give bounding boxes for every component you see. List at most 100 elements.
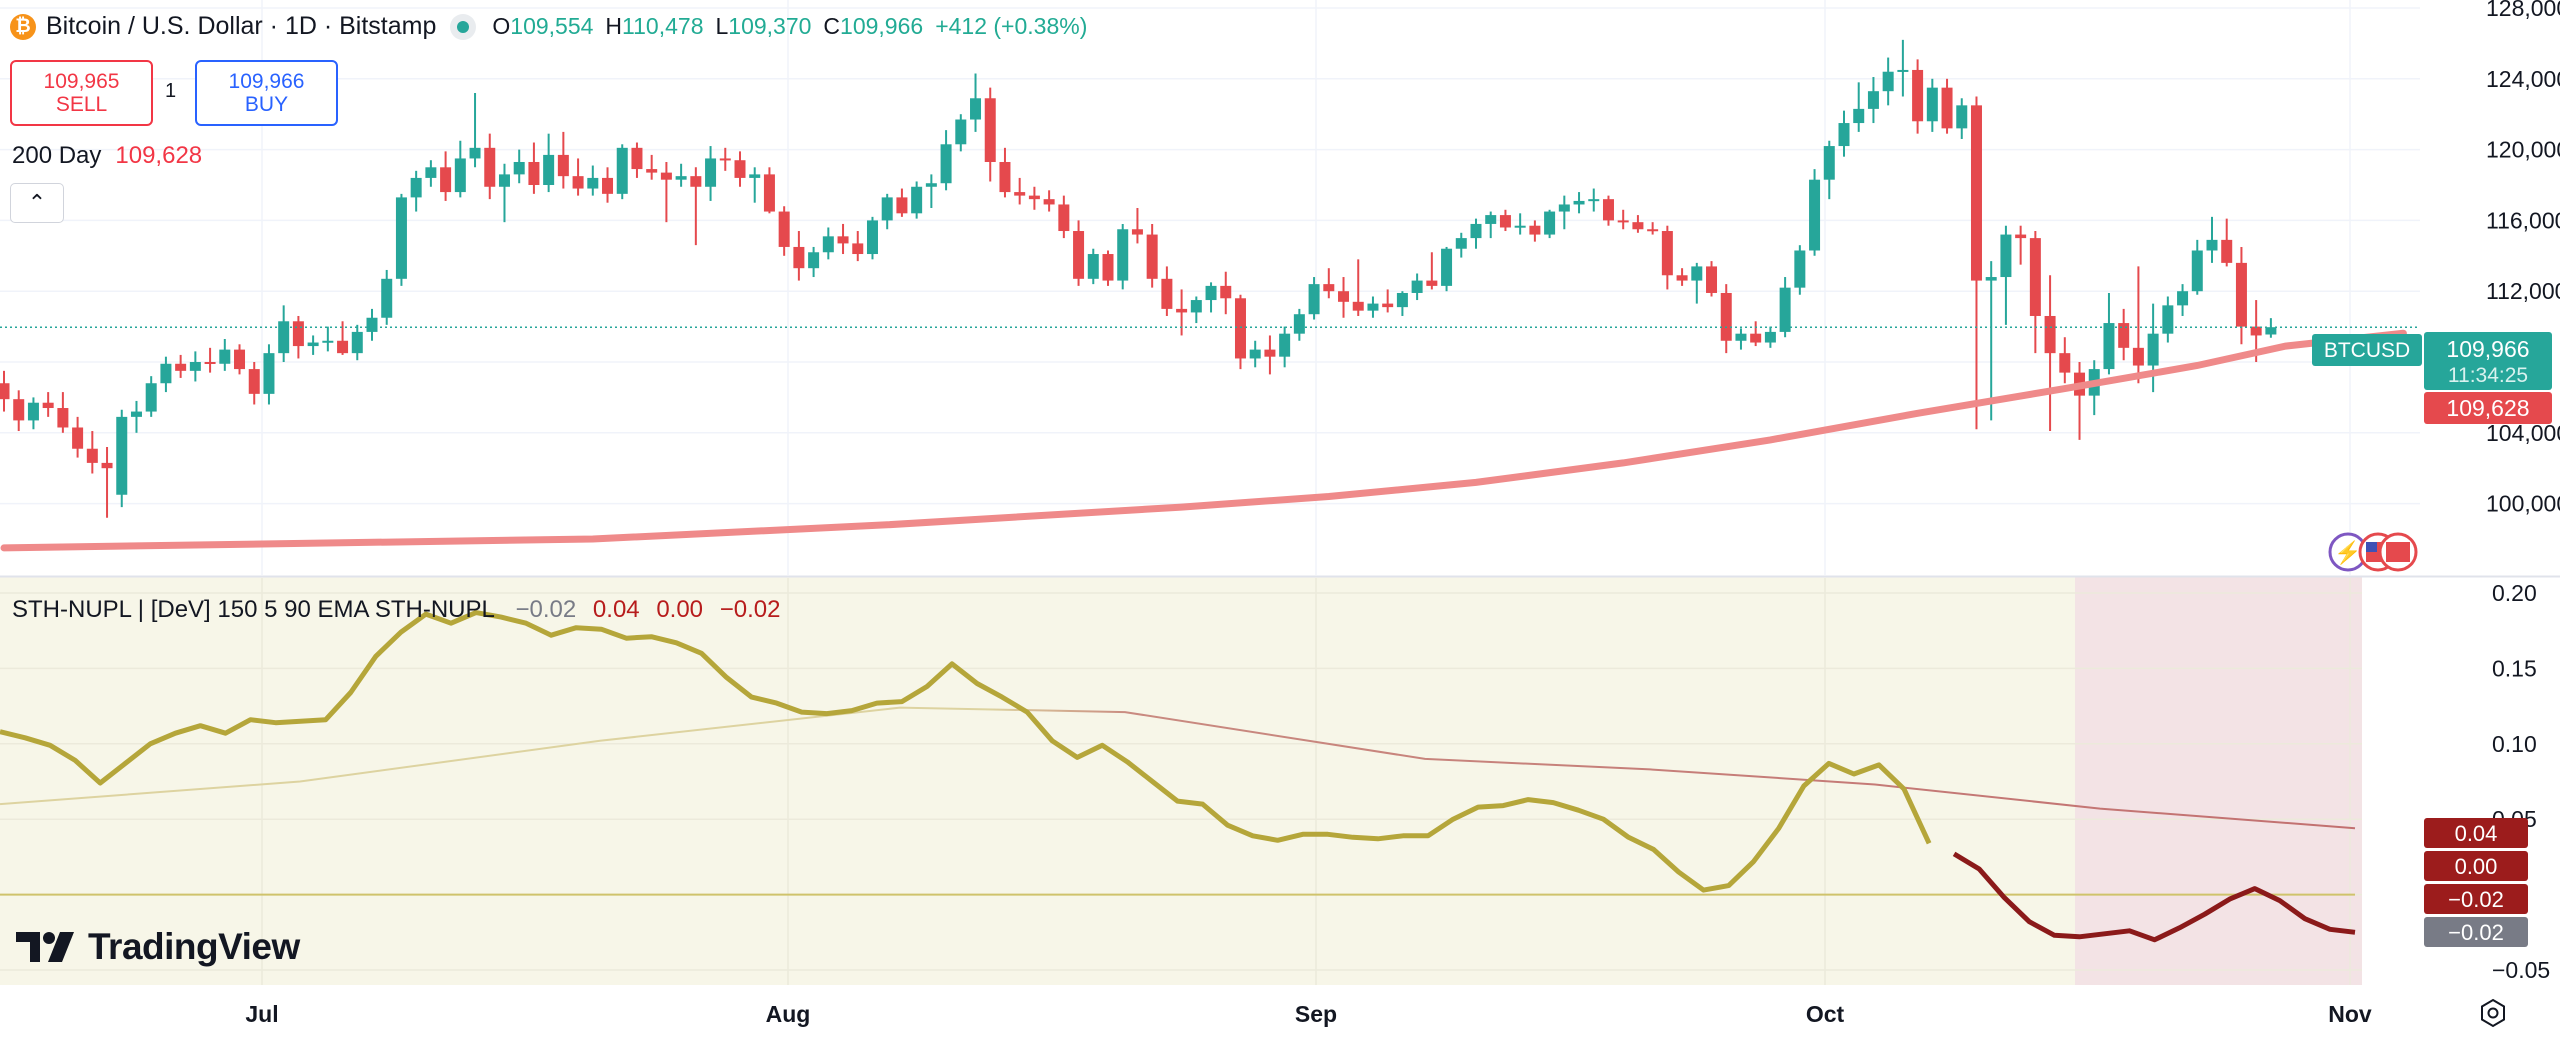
candle-body — [1367, 303, 1379, 311]
indicator-panel-background — [0, 577, 2362, 985]
candle-body — [572, 176, 584, 189]
candle-body — [337, 340, 349, 354]
chart-settings-icon[interactable] — [2478, 998, 2508, 1028]
sell-button[interactable]: 109,965 SELL — [10, 60, 153, 126]
candle-body — [366, 317, 378, 332]
change-value: +412 (+0.38%) — [935, 13, 1088, 39]
candle-body — [160, 363, 172, 384]
tradingview-logo-text: TradingView — [88, 926, 300, 967]
candle-body — [1867, 91, 1879, 109]
indicator-negative-zone — [2075, 577, 2362, 985]
indicator-legend[interactable]: STH-NUPL | [DeV] 150 5 90 EMA STH-NUPL −… — [12, 596, 790, 624]
candle-body — [1544, 211, 1556, 235]
indicator-value-2: 0.04 — [592, 596, 640, 623]
candle-body — [307, 342, 319, 347]
candle-body — [86, 448, 98, 463]
buy-button[interactable]: 109,966 BUY — [195, 60, 338, 126]
candle-body — [1131, 229, 1143, 235]
candle-body — [646, 169, 658, 173]
candle-body — [1529, 225, 1541, 235]
candle-body — [2132, 347, 2144, 366]
order-quantity[interactable]: 1 — [165, 80, 177, 102]
candle-body — [2265, 327, 2277, 335]
candle-body — [557, 154, 569, 177]
ma-price-badge — [2424, 392, 2552, 424]
price-axis[interactable]: 128,000 124,000 120,000 116,000 112,000 104,0… — [2312, 0, 2560, 517]
candle-body — [1382, 303, 1394, 308]
chevron-up-icon: ⌃ — [27, 190, 47, 215]
symbol-legend[interactable]: ₿ Bitcoin / U.S. Dollar · 1D · Bitstamp … — [10, 12, 1087, 41]
candle-body — [1043, 199, 1055, 205]
candle-body — [1764, 331, 1776, 343]
us-flag-icon-2 — [2386, 542, 2410, 562]
candle-body — [1087, 254, 1099, 279]
candle-body — [2118, 323, 2130, 348]
tradingview-logo[interactable]: TradingView — [16, 926, 300, 968]
indicator-axis[interactable]: 0.200.150.100.05−0.050.040.00−0.02−0.02 — [2424, 580, 2550, 983]
candle-body — [234, 349, 246, 370]
candle-body — [2015, 234, 2027, 239]
time-axis-label: Oct — [1806, 1001, 1845, 1027]
candle-body — [1514, 225, 1526, 228]
candle-body — [1411, 280, 1423, 293]
symbol-title[interactable]: Bitcoin / U.S. Dollar · 1D · Bitstamp — [46, 12, 437, 40]
indicator-name: STH-NUPL | [DeV] 150 5 90 EMA STH-NUPL — [12, 596, 495, 623]
indicator-tick-label: 0.15 — [2492, 655, 2537, 681]
candle-body — [1985, 277, 1997, 281]
candle-body — [2250, 326, 2262, 336]
candle-body — [749, 174, 761, 178]
candle-body — [410, 177, 422, 198]
price-tick-label: 128,000 — [2486, 0, 2560, 21]
candle-body — [2177, 291, 2189, 306]
candle-body — [1926, 87, 1938, 122]
candle-body — [13, 399, 25, 421]
candle-body — [1602, 199, 1614, 221]
candle-body — [1617, 220, 1629, 223]
candle-body — [1853, 108, 1865, 124]
candle-body — [1323, 284, 1335, 292]
candle-body — [955, 119, 967, 145]
market-open-status-icon[interactable] — [450, 13, 477, 40]
candle-body — [1897, 69, 1909, 72]
ma-legend[interactable]: 200 Day 109,628 — [12, 142, 202, 170]
tradingview-logo-icon — [16, 932, 74, 962]
candle-body — [2206, 239, 2218, 251]
candle-body — [1485, 215, 1497, 224]
sell-price: 109,965 — [43, 70, 120, 93]
candle-body — [116, 416, 128, 495]
indicator-value-4: −0.02 — [719, 596, 781, 623]
candle-body — [1499, 215, 1511, 228]
collapse-legend-button[interactable]: ⌃ — [10, 183, 64, 223]
candle-body — [1573, 200, 1585, 205]
candle-body — [999, 161, 1011, 193]
indicator-tick-label: 0.20 — [2492, 580, 2537, 606]
candle-body — [1058, 204, 1070, 232]
candle-body — [1352, 301, 1364, 311]
symbol-tag-label: BTCUSD — [2324, 339, 2410, 362]
candle-body — [1293, 314, 1305, 334]
indicator-value-1: −0.02 — [515, 596, 577, 623]
candle-body — [395, 197, 407, 279]
candle-body — [2221, 239, 2233, 263]
candle-body — [175, 363, 187, 371]
candle-body — [896, 197, 908, 214]
candle-body — [204, 362, 216, 364]
price-tick-label: 116,000 — [2486, 207, 2560, 233]
event-icons[interactable]: ⚡ — [2328, 532, 2418, 572]
close-value: 109,966 — [840, 13, 924, 39]
candle-body — [2029, 238, 2041, 316]
candle-body — [2044, 315, 2056, 354]
price-tick-label: 104,000 — [2486, 420, 2560, 446]
candle-body — [1455, 238, 1467, 249]
time-axis-label: Nov — [2328, 1001, 2372, 1027]
candle-body — [1941, 87, 1953, 129]
candle-body — [1014, 192, 1026, 196]
nupl-line-negative — [1952, 851, 2356, 943]
candle-body — [660, 172, 672, 180]
time-axis[interactable]: Jul Aug Sep Oct Nov — [245, 1001, 2372, 1027]
candle-body — [763, 174, 775, 212]
candle-body — [440, 167, 452, 193]
candle-body — [27, 402, 39, 421]
candle-body — [808, 252, 820, 269]
